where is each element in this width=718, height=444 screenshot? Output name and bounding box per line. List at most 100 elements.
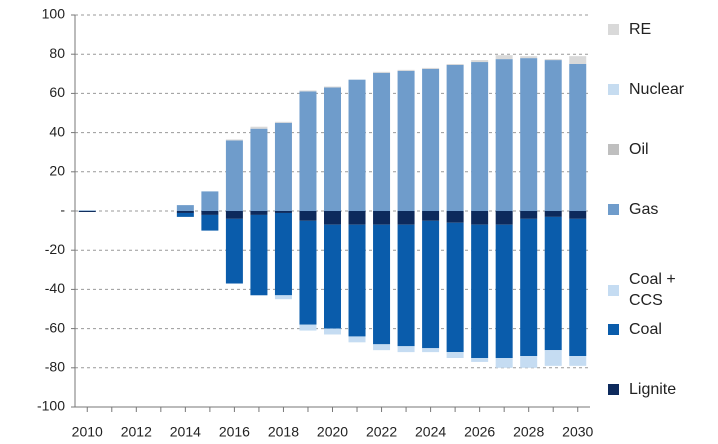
- bar-segment: [495, 59, 513, 211]
- bar-segment: [324, 224, 341, 329]
- bar-segment: [348, 336, 366, 343]
- bar-segment: [225, 211, 243, 219]
- bar-segment: [299, 324, 317, 331]
- legend-swatch: [608, 324, 619, 335]
- bar-segment: [225, 218, 243, 284]
- y-tick-label: 40: [49, 123, 65, 139]
- y-tick-label: 20: [49, 163, 65, 179]
- legend-item: Coal: [608, 319, 709, 340]
- bar-segment: [250, 214, 268, 296]
- bar-segment: [397, 70, 415, 211]
- y-tick-label: 80: [49, 45, 65, 61]
- legend-label: Nuclear: [629, 81, 685, 98]
- bar-segment: [348, 224, 366, 337]
- bar-segment: [397, 69, 415, 71]
- bar-segment: [520, 56, 538, 59]
- bar-segment: [250, 128, 268, 211]
- bar-segment: [299, 220, 317, 325]
- bar-segment: [274, 295, 292, 300]
- bar-segment: [544, 59, 562, 61]
- bar-segment: [225, 139, 243, 141]
- legend-item: Lignite: [608, 379, 709, 400]
- bar-segment: [520, 58, 538, 212]
- bar-segment: [250, 211, 268, 215]
- bar-segment: [176, 205, 194, 211]
- x-tick-label: 2016: [219, 424, 250, 440]
- bar-segment: [544, 211, 562, 217]
- legend-item: Gas: [608, 199, 709, 220]
- x-tick-label: 2018: [268, 424, 299, 440]
- bar-segment: [225, 140, 243, 211]
- bar-segment: [520, 211, 538, 219]
- bar-segment: [422, 211, 440, 221]
- bar-segment: [422, 348, 440, 353]
- y-tick-label: -20: [45, 241, 65, 257]
- legend-swatch: [608, 24, 619, 35]
- bar-segment: [569, 211, 587, 219]
- legend-label: Coal: [629, 321, 662, 338]
- bar-segment: [495, 224, 513, 358]
- bar-segment: [544, 60, 562, 211]
- bar-segment: [176, 212, 194, 217]
- bar-segment: [495, 358, 513, 368]
- bar-segment: [446, 211, 464, 223]
- bar-segment: [274, 211, 292, 213]
- bar-segment: [569, 356, 587, 366]
- y-tick-label: -80: [45, 359, 65, 375]
- legend-item: Nuclear: [608, 79, 709, 100]
- bar-segment: [176, 211, 194, 213]
- x-tick-label: 2022: [366, 424, 397, 440]
- legend-item: RE: [608, 19, 709, 40]
- bar-segment: [520, 356, 538, 368]
- legend-label: RE: [629, 21, 652, 38]
- bar-segment: [397, 346, 415, 353]
- bar-segment: [274, 212, 292, 296]
- legend-swatch: [608, 284, 619, 296]
- bar-segment: [201, 191, 219, 211]
- legend-label: Coal + CCS: [629, 271, 676, 309]
- bar-segment: [274, 121, 292, 123]
- legend-swatch: [608, 384, 619, 395]
- x-tick-label: 2026: [464, 424, 495, 440]
- bar-segment: [446, 352, 464, 358]
- bar-segment: [373, 72, 391, 211]
- legend-swatch: [608, 84, 619, 95]
- x-tick-label: 2012: [121, 424, 152, 440]
- bar-segment: [422, 220, 440, 349]
- bar-segment: [569, 64, 587, 211]
- bar-segment: [544, 350, 562, 366]
- bar-segment: [422, 68, 440, 212]
- bar-segment: [250, 126, 268, 129]
- y-tick-label: 60: [49, 84, 65, 100]
- bar-segment: [397, 224, 415, 347]
- bar-segment: [471, 358, 489, 362]
- bar-segment: [201, 211, 219, 215]
- bar-segment: [520, 218, 538, 357]
- bar-segment: [299, 91, 317, 211]
- x-tick-label: 2028: [513, 424, 544, 440]
- bar-segment: [446, 222, 464, 353]
- bar-segment: [495, 211, 513, 225]
- bar-segment: [348, 79, 366, 212]
- bar-segment: [471, 211, 489, 225]
- bar-segment: [495, 55, 513, 60]
- bar-segment: [446, 64, 464, 65]
- bar-segment: [397, 211, 415, 225]
- bar-segment: [348, 211, 366, 225]
- bar-segment: [274, 122, 292, 211]
- legend-swatch: [608, 144, 619, 155]
- y-tick-label: -: [60, 202, 65, 218]
- bar-segment: [471, 224, 489, 358]
- bar-segment: [324, 86, 341, 88]
- x-tick-label: 2010: [72, 424, 103, 440]
- x-tick-label: 2024: [415, 424, 446, 440]
- bar-segment: [569, 218, 587, 357]
- x-tick-label: 2020: [317, 424, 348, 440]
- y-tick-label: -40: [45, 280, 65, 296]
- legend-label: Oil: [629, 141, 649, 158]
- bar-segment: [201, 214, 219, 231]
- bar-segment: [324, 211, 341, 225]
- y-tick-label: -100: [37, 398, 65, 414]
